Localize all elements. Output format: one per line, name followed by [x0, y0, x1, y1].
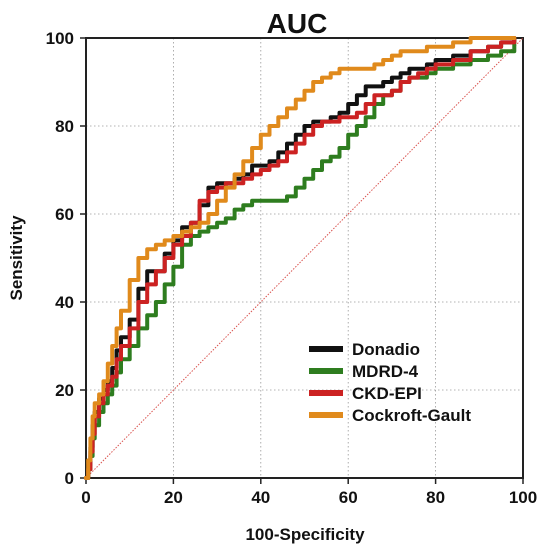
- series-line-cockroft-gault: [84, 36, 517, 480]
- chart-title: AUC: [267, 8, 328, 39]
- series-line-donadio: [84, 36, 517, 480]
- x-tick-label-20: 20: [164, 488, 183, 507]
- legend-label-donadio: Donadio: [352, 340, 420, 359]
- y-tick-label-40: 40: [55, 293, 74, 312]
- y-tick-label-20: 20: [55, 381, 74, 400]
- reference-diagonal-line: [85, 37, 524, 479]
- series-line-ckd-epi: [84, 36, 517, 480]
- x-tick-label-100: 100: [509, 488, 537, 507]
- legend-label-mdrd-4: MDRD-4: [352, 362, 419, 381]
- x-tick-label-40: 40: [251, 488, 270, 507]
- y-tick-label-60: 60: [55, 205, 74, 224]
- x-tick-label-0: 0: [81, 488, 90, 507]
- legend-label-cockroft-gault: Cockroft-Gault: [352, 406, 471, 425]
- x-axis-label: 100-Specificity: [245, 525, 365, 544]
- y-tick-label-80: 80: [55, 117, 74, 136]
- y-axis-label: Sensitivity: [7, 215, 26, 301]
- plot-frame: [85, 37, 524, 479]
- y-tick-label-0: 0: [65, 469, 74, 488]
- x-tick-label-80: 80: [426, 488, 445, 507]
- x-tick-label-60: 60: [339, 488, 358, 507]
- legend-label-ckd-epi: CKD-EPI: [352, 384, 422, 403]
- y-tick-label-100: 100: [46, 29, 74, 48]
